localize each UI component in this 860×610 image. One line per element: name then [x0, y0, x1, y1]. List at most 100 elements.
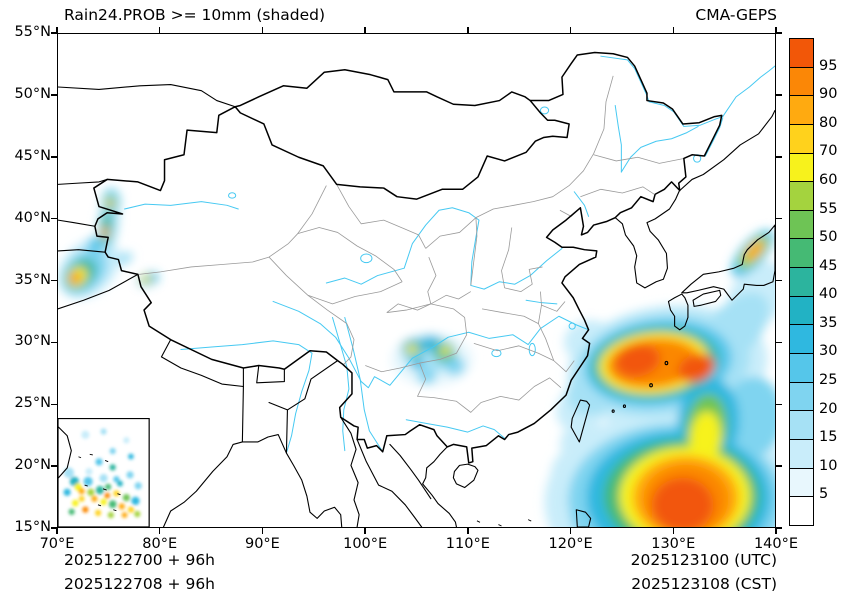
- lat-tick: [776, 94, 782, 96]
- ussuri-river: [705, 118, 722, 156]
- valid-time-utc: 2025123100 (UTC): [630, 551, 777, 569]
- dongting-lake: [492, 350, 501, 357]
- inset-precip-speckle: [63, 467, 75, 479]
- inset-frame: [58, 419, 149, 527]
- lon-tick: [158, 27, 161, 33]
- india-pakistan-border: [58, 274, 138, 309]
- hulun-lake: [540, 107, 548, 114]
- precip-shaded-region: [652, 477, 714, 527]
- precip-shading-layer: [58, 188, 775, 527]
- country-borders-layer: [58, 52, 775, 527]
- amami-island: [665, 361, 668, 364]
- inset-precip-speckle: [91, 495, 98, 502]
- lat-tick: [776, 465, 782, 467]
- lon-tick: [775, 27, 777, 33]
- inset-precip-speckle: [109, 464, 116, 471]
- precip-shaded-region: [107, 200, 113, 208]
- colorbar-label: 55: [819, 200, 838, 217]
- province-border: [560, 208, 580, 217]
- bosten-lake: [229, 193, 236, 198]
- lon-tick: [467, 27, 469, 33]
- liao-river: [574, 192, 588, 217]
- inset-precip-speckle: [87, 488, 95, 496]
- lon-tick: [261, 27, 264, 33]
- lon-tick-label: 130°E: [651, 536, 696, 552]
- lat-tick: [776, 341, 782, 344]
- yangtze-river: [273, 301, 588, 387]
- india-myanmar-border: [287, 361, 337, 410]
- lon-tick-label: 120°E: [548, 536, 593, 552]
- inset-precip-speckle: [72, 499, 79, 507]
- province-border: [580, 187, 654, 197]
- colorbar-label: 70: [819, 143, 838, 160]
- province-border: [471, 218, 477, 286]
- miyako-island: [623, 405, 625, 407]
- lat-tick: [51, 403, 57, 405]
- inset-precip-speckle: [82, 506, 89, 513]
- luzon-island: [576, 510, 590, 527]
- tajikistan-afghanistan-border: [58, 250, 105, 252]
- inset-precip-speckle: [63, 488, 71, 496]
- colorbar-cell: [790, 152, 813, 182]
- init-time-utc: 2025122700 + 96h: [64, 551, 216, 569]
- precip-shaded-region: [417, 369, 436, 385]
- lat-tick-label: 15°N: [14, 519, 51, 535]
- colorbar-label: 50: [819, 229, 838, 246]
- inset-precip-speckle: [95, 509, 102, 517]
- colorbar-cell: [790, 66, 813, 96]
- kazakhstan-russia-border: [58, 85, 235, 107]
- province-border: [426, 76, 613, 249]
- bangladesh-east-border: [269, 403, 287, 454]
- lat-tick: [776, 279, 782, 282]
- myanmar-thailand-border: [341, 417, 359, 527]
- inset-precip-speckle: [95, 458, 103, 466]
- lat-tick: [51, 156, 57, 158]
- province-border: [269, 257, 354, 364]
- province-border: [418, 363, 561, 412]
- inset-map: [58, 419, 149, 527]
- mongolia-border: [235, 70, 530, 107]
- lon-tick: [569, 528, 572, 534]
- colorbar-cell: [790, 467, 813, 497]
- model-name: CMA-GEPS: [695, 6, 777, 24]
- bhutan-border: [257, 366, 285, 383]
- province-border: [298, 228, 402, 282]
- lat-tick-label: 30°N: [14, 333, 51, 350]
- lon-tick-label: 70°E: [39, 536, 75, 552]
- lon-tick-label: 90°E: [244, 536, 280, 552]
- inset-precip-speckle: [99, 474, 108, 483]
- colorbar-cell: [790, 209, 813, 239]
- lon-tick: [261, 528, 264, 534]
- lat-tick-label: 55°N: [14, 24, 51, 40]
- province-border: [431, 292, 471, 304]
- lon-tick: [775, 528, 777, 534]
- lon-tick: [569, 27, 572, 33]
- lat-tick: [776, 32, 782, 34]
- inset-islands-layer: [59, 427, 121, 511]
- precip-shaded-region: [70, 272, 81, 284]
- inset-precip-speckle: [100, 428, 107, 435]
- inset-precip-speckle: [108, 500, 117, 509]
- province-border: [505, 267, 543, 292]
- lon-tick-label: 100°E: [343, 536, 388, 552]
- russia-coastline: [680, 110, 775, 190]
- lon-tick: [672, 27, 675, 33]
- kyushu-island: [668, 294, 687, 330]
- inset-precip-speckle: [127, 506, 135, 513]
- colorbar-cell: [790, 267, 813, 296]
- province-border: [337, 184, 426, 248]
- salween-river: [333, 317, 349, 450]
- map-frame: [57, 33, 776, 528]
- inset-background: [58, 418, 150, 527]
- pearl-river: [406, 420, 504, 438]
- mekong-river: [345, 317, 383, 451]
- taiwan-island: [571, 400, 589, 442]
- precip-shaded-region: [440, 345, 451, 356]
- colorbar: [789, 38, 814, 526]
- lat-tick: [776, 527, 782, 529]
- inset-precip-speckle: [107, 511, 114, 519]
- honshu-island: [682, 225, 775, 300]
- province-border: [541, 301, 565, 311]
- taihu-lake: [569, 323, 575, 329]
